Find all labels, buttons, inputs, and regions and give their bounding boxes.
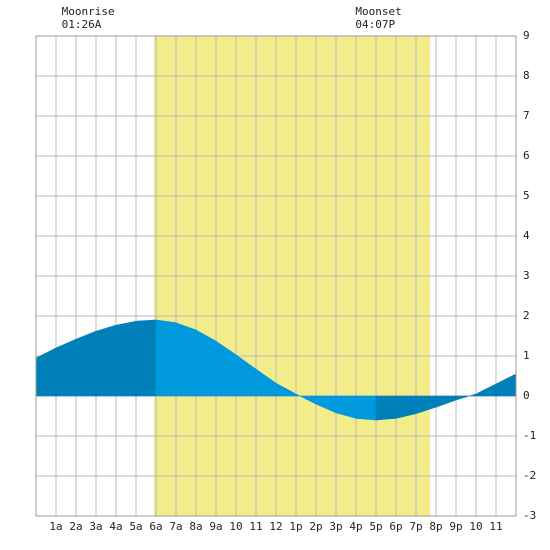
y-tick-label: 7 [523, 109, 530, 122]
tide-area [195, 329, 217, 397]
x-tick-label: 7a [169, 520, 182, 533]
y-tick-label: 1 [523, 349, 530, 362]
x-tick-label: 11 [489, 520, 502, 533]
y-tick-label: 3 [523, 269, 530, 282]
x-tick-label: 4a [109, 520, 122, 533]
x-tick-label: 9p [449, 520, 462, 533]
tide-area [115, 320, 137, 397]
moon-event-time: 01:26A [62, 18, 102, 31]
x-tick-label: 1a [49, 520, 62, 533]
x-tick-label: 2a [69, 520, 82, 533]
x-tick-label: 11 [249, 520, 262, 533]
plot-border [35, 35, 517, 517]
y-tick-label: 2 [523, 309, 530, 322]
x-tick-label: 4p [349, 520, 362, 533]
x-tick-label: 10 [469, 520, 482, 533]
tide-area [155, 319, 177, 397]
x-tick-label: 3a [89, 520, 102, 533]
y-tick-label: 8 [523, 69, 530, 82]
x-tick-label: 8p [429, 520, 442, 533]
x-tick-label: 5a [129, 520, 142, 533]
tide-area [355, 395, 377, 421]
x-tick-label: 2p [309, 520, 322, 533]
moon-event-label: Moonrise [62, 5, 115, 18]
y-tick-label: 4 [523, 229, 530, 242]
tide-area [375, 395, 397, 421]
y-tick-label: 6 [523, 149, 530, 162]
y-tick-label: 0 [523, 389, 530, 402]
y-tick-label: 5 [523, 189, 530, 202]
x-tick-label: 3p [329, 520, 342, 533]
x-tick-label: 6a [149, 520, 162, 533]
tide-area [55, 338, 77, 397]
tide-area [95, 324, 117, 397]
moon-event-time: 04:07P [355, 18, 395, 31]
x-tick-label: 7p [409, 520, 422, 533]
tide-area [175, 322, 197, 397]
y-tick-label: -3 [523, 509, 536, 522]
x-tick-label: 10 [229, 520, 242, 533]
tide-area [135, 319, 157, 397]
x-tick-label: 12 [269, 520, 282, 533]
y-tick-label: -1 [523, 429, 536, 442]
y-tick-label: -2 [523, 469, 536, 482]
x-tick-label: 1p [289, 520, 302, 533]
x-tick-label: 8a [189, 520, 202, 533]
tide-area [75, 330, 97, 397]
x-tick-label: 6p [389, 520, 402, 533]
x-tick-label: 5p [369, 520, 382, 533]
y-tick-label: 9 [523, 29, 530, 42]
x-tick-label: 9a [209, 520, 222, 533]
moon-event-label: Moonset [355, 5, 401, 18]
